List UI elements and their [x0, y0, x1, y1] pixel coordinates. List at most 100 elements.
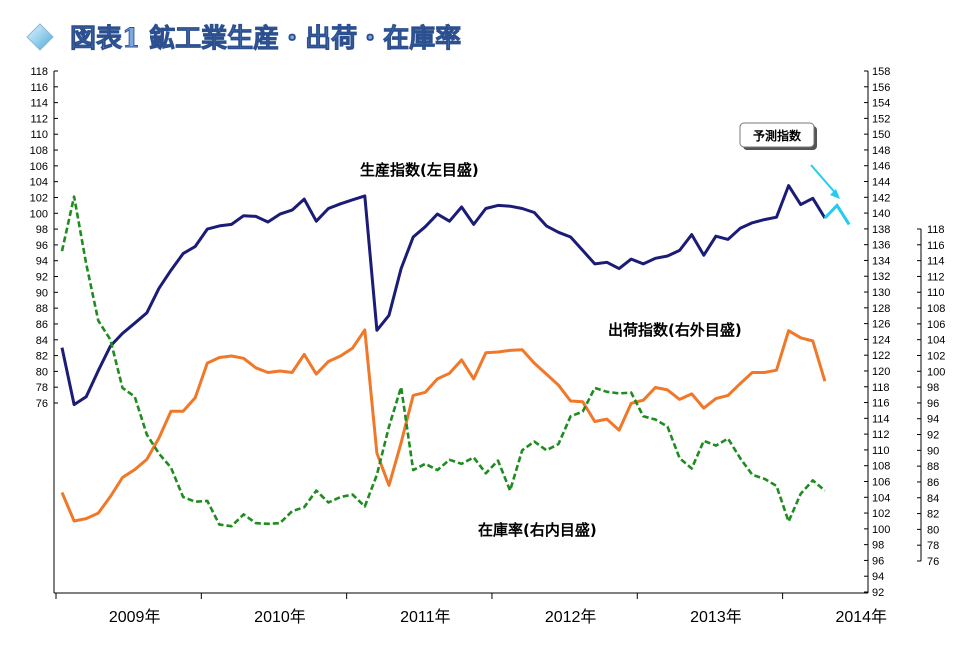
right-outer-tick-label: 158: [872, 66, 890, 78]
forecast-callout-box: [739, 122, 815, 148]
right-outer-tick-label: 124: [872, 334, 890, 346]
right-outer-tick-label: 154: [872, 98, 890, 110]
forecast-callout-label: 予測指数: [753, 128, 802, 143]
right-outer-tick-label: 92: [872, 587, 884, 599]
series-line-2: [60, 328, 827, 523]
right-inner-tick-label: 98: [927, 382, 939, 394]
right-inner-tick-label: 92: [927, 430, 939, 442]
right-inner-tick-label: 110: [927, 287, 945, 299]
right-outer-tick-label: 106: [872, 476, 890, 488]
left-tick-label: 76: [36, 398, 48, 410]
right-outer-tick-label: 96: [872, 555, 884, 567]
right-outer-tick-label: 134: [872, 255, 890, 267]
left-tick-label: 104: [30, 177, 48, 189]
right-outer-tick-label: 118: [872, 382, 890, 394]
left-tick-label: 106: [30, 161, 48, 173]
right-outer-tick-label: 130: [872, 287, 890, 299]
right-outer-tick-label: 136: [872, 240, 890, 252]
x-tick-label: 2009年: [109, 608, 161, 626]
right-outer-tick-label: 132: [872, 271, 890, 283]
right-outer-tick-label: 102: [872, 508, 890, 520]
right-inner-tick-label: 94: [927, 414, 939, 426]
forecast-arrow: [810, 164, 839, 197]
left-tick-label: 110: [30, 129, 48, 141]
y-tick-labels: 76 78 80 82 84 86 88 90 92 94 96 98 100 102 104 106 108 1…: [30, 66, 946, 599]
right-inner-tick-label: 112: [927, 271, 945, 283]
right-outer-tick-label: 156: [872, 82, 890, 94]
left-tick-label: 114: [30, 98, 48, 110]
right-outer-tick-label: 126: [872, 319, 890, 331]
left-tick-label: 96: [36, 240, 48, 252]
axes: [53, 70, 922, 599]
x-tick-label: 2010年: [254, 608, 306, 626]
right-inner-tick-label: 86: [927, 477, 939, 489]
right-outer-tick-label: 144: [872, 177, 890, 189]
right-outer-tick-label: 98: [872, 540, 884, 552]
right-inner-tick-label: 106: [927, 319, 945, 331]
right-outer-tick-label: 114: [872, 413, 890, 425]
right-inner-tick-label: 84: [927, 493, 939, 505]
chart-title: 図表1 鉱工業生産・出荷・在庫率: [26, 23, 462, 54]
x-tick-label: 2011年: [400, 608, 450, 626]
right-outer-tick-label: 116: [872, 398, 890, 410]
left-tick-label: 84: [36, 335, 48, 347]
series-lines: [60, 184, 851, 528]
x-tick-label: 2013年: [690, 608, 742, 626]
right-inner-tick-label: 116: [927, 240, 945, 252]
right-outer-tick-label: 138: [872, 224, 890, 236]
right-outer-tick-label: 122: [872, 350, 890, 362]
forecast-callout: 予測指数: [739, 122, 840, 199]
right-outer-tick-label: 142: [872, 192, 890, 204]
right-inner-tick-label: 108: [927, 303, 945, 315]
right-outer-tick-label: 140: [872, 208, 890, 220]
left-tick-label: 118: [30, 66, 48, 78]
left-tick-label: 80: [36, 366, 48, 378]
right-outer-tick-label: 120: [872, 366, 890, 378]
right-outer-tick-label: 110: [872, 445, 890, 457]
right-inner-tick-label: 82: [927, 509, 939, 521]
right-outer-tick-label: 146: [872, 161, 890, 173]
left-tick-label: 98: [36, 224, 48, 236]
right-outer-tick-label: 150: [872, 129, 890, 141]
x-tick-label: 2012年: [545, 608, 597, 626]
right-outer-tick-label: 148: [872, 145, 890, 157]
right-inner-tick-label: 76: [927, 556, 939, 568]
series-line-1: [60, 184, 827, 407]
inventory-series-label: 在庫率(右内目盛): [478, 521, 597, 539]
right-inner-tick-label: 80: [927, 524, 939, 536]
left-tick-label: 112: [30, 113, 48, 125]
diamond-icon: [26, 23, 54, 51]
x-tick-label: 2014年: [835, 608, 887, 626]
right-inner-tick-label: 100: [927, 366, 945, 378]
right-inner-tick-label: 102: [927, 350, 945, 362]
left-tick-label: 92: [36, 272, 48, 284]
chart-title-text: 図表1 鉱工業生産・出荷・在庫率: [70, 23, 461, 54]
left-tick-label: 116: [30, 82, 48, 94]
right-inner-tick-label: 90: [927, 445, 939, 457]
right-outer-tick-label: 100: [872, 524, 890, 536]
right-outer-tick-label: 108: [872, 461, 890, 473]
right-inner-tick-label: 104: [927, 335, 945, 347]
left-tick-label: 102: [30, 192, 48, 204]
forecast-arrow-head: [830, 189, 840, 199]
left-tick-label: 90: [36, 287, 48, 299]
right-inner-tick-label: 88: [927, 461, 939, 473]
left-tick-label: 100: [30, 208, 48, 220]
production-series-label: 生産指数(左目盛): [360, 161, 479, 179]
forecast-line: [823, 202, 851, 226]
right-inner-tick-label: 96: [927, 398, 939, 410]
right-outer-tick-label: 152: [872, 113, 890, 125]
right-outer-tick-label: 128: [872, 303, 890, 315]
left-tick-label: 88: [36, 303, 48, 315]
x-tick-labels: 2009年 2010年 2011年 2012年 2013年 2014年: [109, 608, 887, 626]
left-tick-label: 94: [36, 256, 48, 268]
left-tick-label: 78: [36, 382, 48, 394]
left-tick-label: 82: [36, 351, 48, 363]
shipment-series-label: 出荷指数(右外目盛): [608, 321, 742, 339]
right-inner-tick-label: 78: [927, 540, 939, 552]
right-inner-tick-label: 114: [927, 256, 945, 268]
left-tick-label: 86: [36, 319, 48, 331]
right-inner-tick-label: 118: [927, 224, 945, 236]
series-line-3: [60, 195, 826, 528]
